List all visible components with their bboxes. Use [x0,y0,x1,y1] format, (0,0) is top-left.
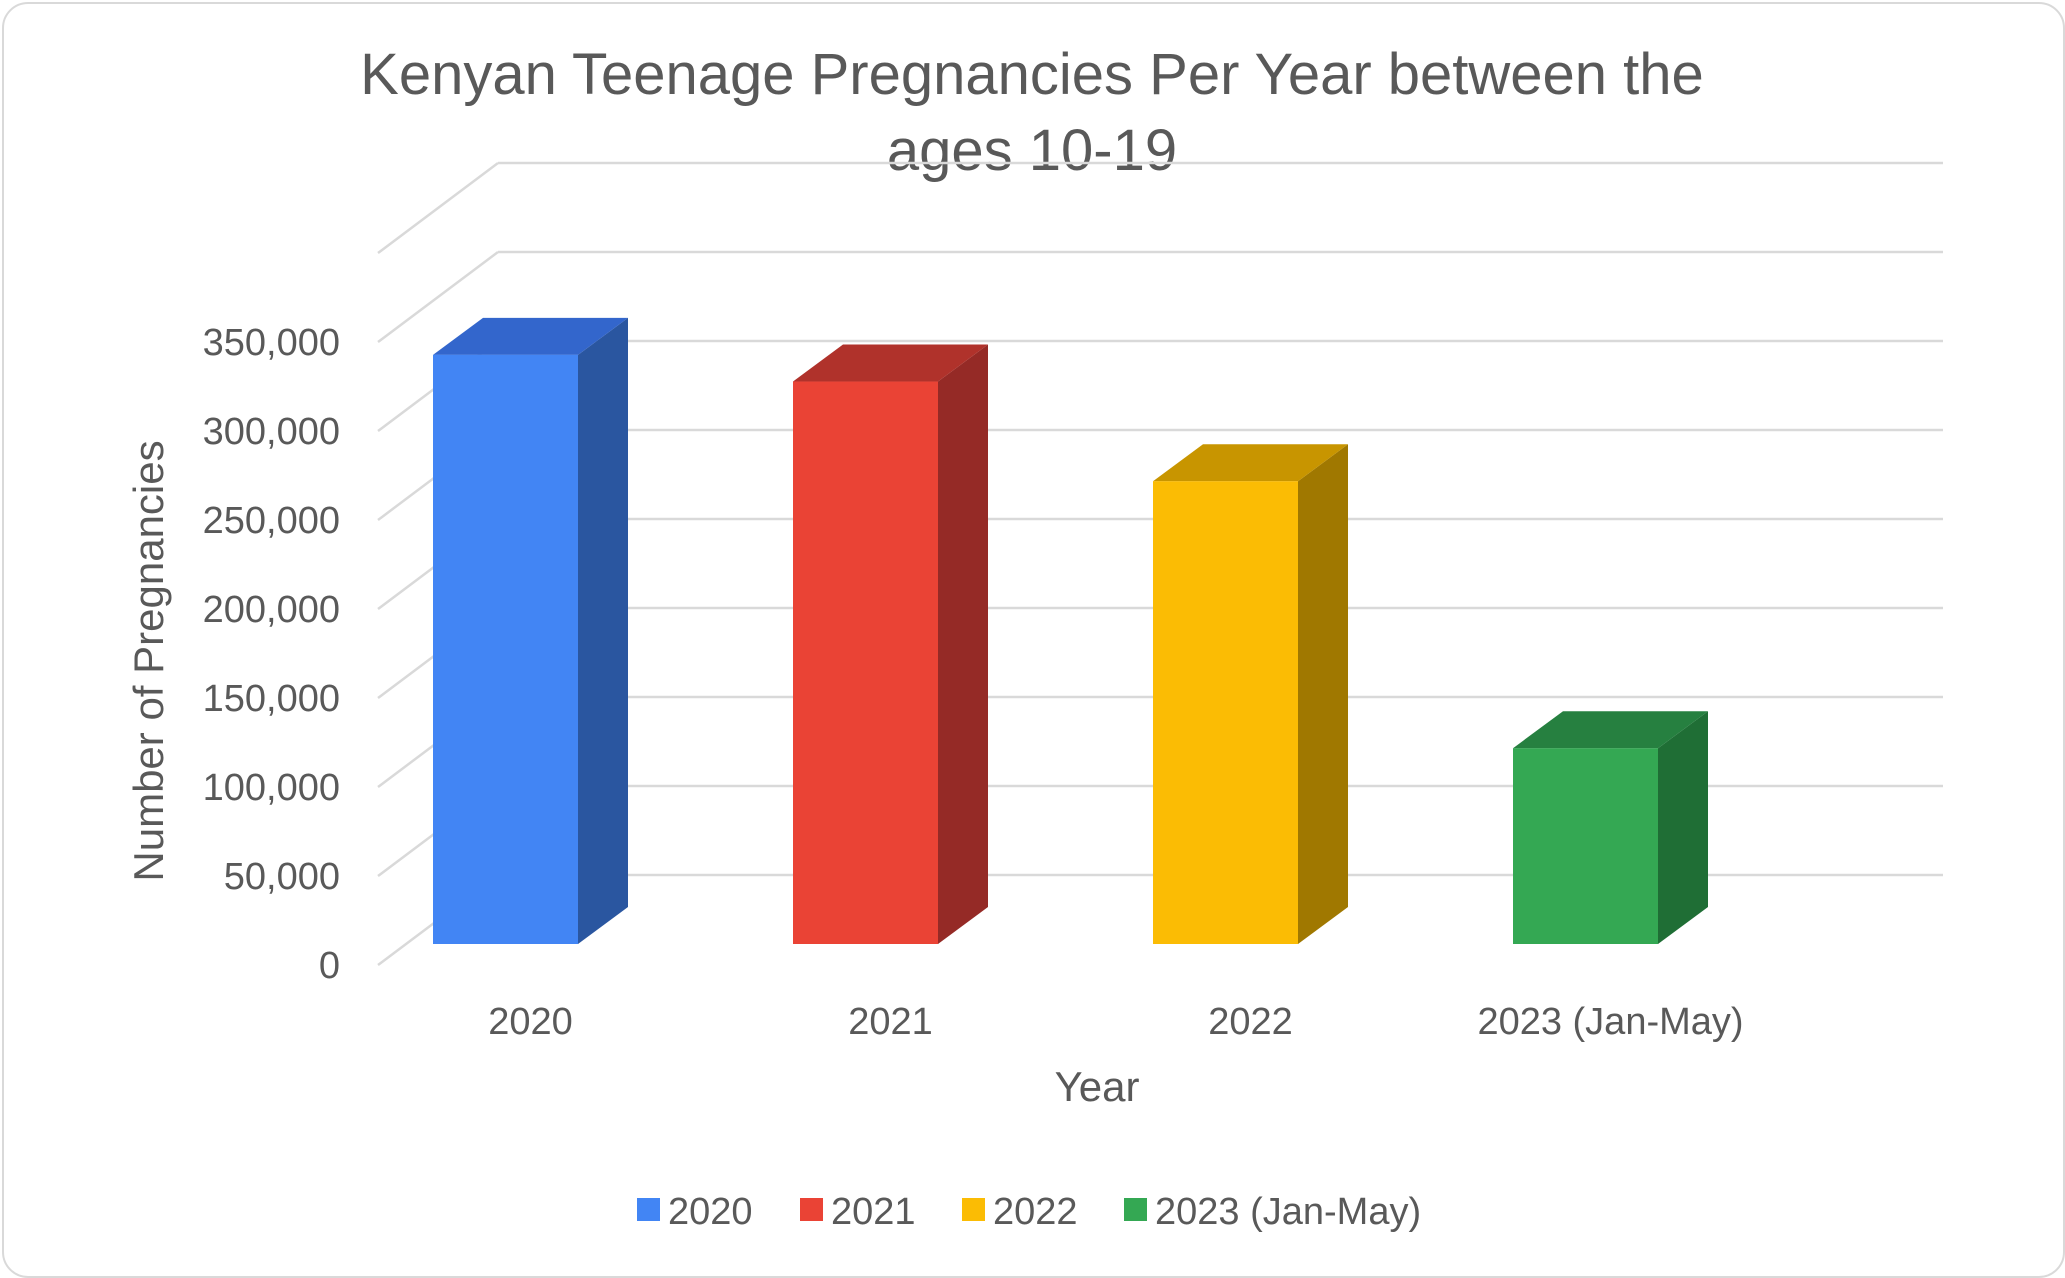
bar-front [1513,748,1658,944]
x-tick-label: 2023 (Jan-May) [1477,1001,1743,1043]
bar-2020 [433,317,628,944]
legend-label: 2021 [831,1191,916,1233]
bar-front [1153,481,1298,944]
legend-swatch [1124,1198,1147,1221]
legend-item-2020: 2020 [637,1191,753,1233]
bar-side [1298,444,1348,944]
legend-item-2022: 2022 [962,1191,1078,1233]
x-tick-labels: 2020 2021 2022 2023 (Jan-May) [488,1001,1743,1043]
bar-2023 (Jan-May) [1513,711,1708,944]
legend-swatch [637,1198,660,1221]
legend-label: 2020 [668,1191,753,1233]
bar-2021 [793,344,988,944]
legend: 2020 2021 2022 2023 (Jan-May) [637,1191,1421,1233]
bar-front [433,354,578,944]
y-tick-label: 100,000 [203,767,340,809]
y-tick-label: 150,000 [203,678,340,720]
bar-front [793,381,938,944]
bar-top [1513,711,1708,749]
y-tick-label: 350,000 [203,322,340,364]
x-tick-label: 2022 [1208,1001,1293,1043]
legend-item-2021: 2021 [800,1191,916,1233]
y-tick-label: 0 [319,945,340,987]
legend-swatch [962,1198,985,1221]
bar-side [938,344,988,944]
gridline-diagonal-top [377,162,499,254]
y-axis-title: Number of Pregnancies [125,440,172,881]
legend-label: 2023 (Jan-May) [1155,1191,1421,1233]
legend-label: 2022 [993,1191,1078,1233]
y-tick-label: 50,000 [224,856,340,898]
x-axis-title: Year [1055,1063,1140,1110]
y-tick-label: 300,000 [203,411,340,453]
bar-top [1153,444,1348,482]
bar-side [1658,711,1708,944]
bar-top [793,344,988,382]
y-tick-label: 250,000 [203,500,340,542]
bar-side [578,317,628,944]
bars [433,317,1708,944]
bar-2022 [1153,444,1348,944]
y-tick-label: 200,000 [203,589,340,631]
gridline-diagonal-7 [377,251,499,343]
y-tick-labels: 0 50,000 100,000 150,000 200,000 250,000 300,0… [203,322,340,987]
legend-item-2023 (Jan-May): 2023 (Jan-May) [1124,1191,1421,1233]
chart-title-line-2: ages 10-19 [887,118,1177,183]
legend-swatch [800,1198,823,1221]
x-tick-label: 2021 [848,1001,933,1043]
x-tick-label: 2020 [488,1001,573,1043]
chart-title-line-1: Kenyan Teenage Pregnancies Per Year betw… [360,42,1704,107]
bar-top [433,317,628,355]
